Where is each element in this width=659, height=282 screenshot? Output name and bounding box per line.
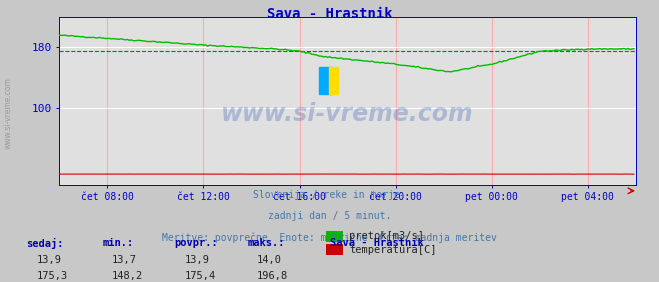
- Text: maks.:: maks.:: [247, 238, 285, 248]
- Text: Meritve: povprečne  Enote: metrične  Črta: zadnja meritev: Meritve: povprečne Enote: metrične Črta:…: [162, 231, 497, 243]
- Polygon shape: [329, 67, 338, 94]
- Text: www.si-vreme.com: www.si-vreme.com: [221, 102, 474, 126]
- Text: povpr.:: povpr.:: [175, 238, 218, 248]
- Text: 175,3: 175,3: [36, 271, 67, 281]
- Text: 13,9: 13,9: [185, 255, 210, 265]
- Text: zadnji dan / 5 minut.: zadnji dan / 5 minut.: [268, 211, 391, 221]
- Text: Slovenija / reke in morje.: Slovenija / reke in morje.: [253, 190, 406, 200]
- Text: min.:: min.:: [102, 238, 133, 248]
- Text: 13,7: 13,7: [112, 255, 137, 265]
- Polygon shape: [319, 67, 332, 94]
- Text: pretok[m3/s]: pretok[m3/s]: [349, 231, 424, 241]
- Text: Sava - Hrastnik: Sava - Hrastnik: [267, 7, 392, 21]
- Text: sedaj:: sedaj:: [26, 238, 64, 249]
- Text: Sava - Hrastnik: Sava - Hrastnik: [330, 238, 423, 248]
- Text: 196,8: 196,8: [257, 271, 288, 281]
- Text: 13,9: 13,9: [36, 255, 61, 265]
- Text: 14,0: 14,0: [257, 255, 282, 265]
- Text: temperatura[C]: temperatura[C]: [349, 244, 437, 255]
- Text: 175,4: 175,4: [185, 271, 215, 281]
- Text: 148,2: 148,2: [112, 271, 143, 281]
- Text: www.si-vreme.com: www.si-vreme.com: [3, 77, 13, 149]
